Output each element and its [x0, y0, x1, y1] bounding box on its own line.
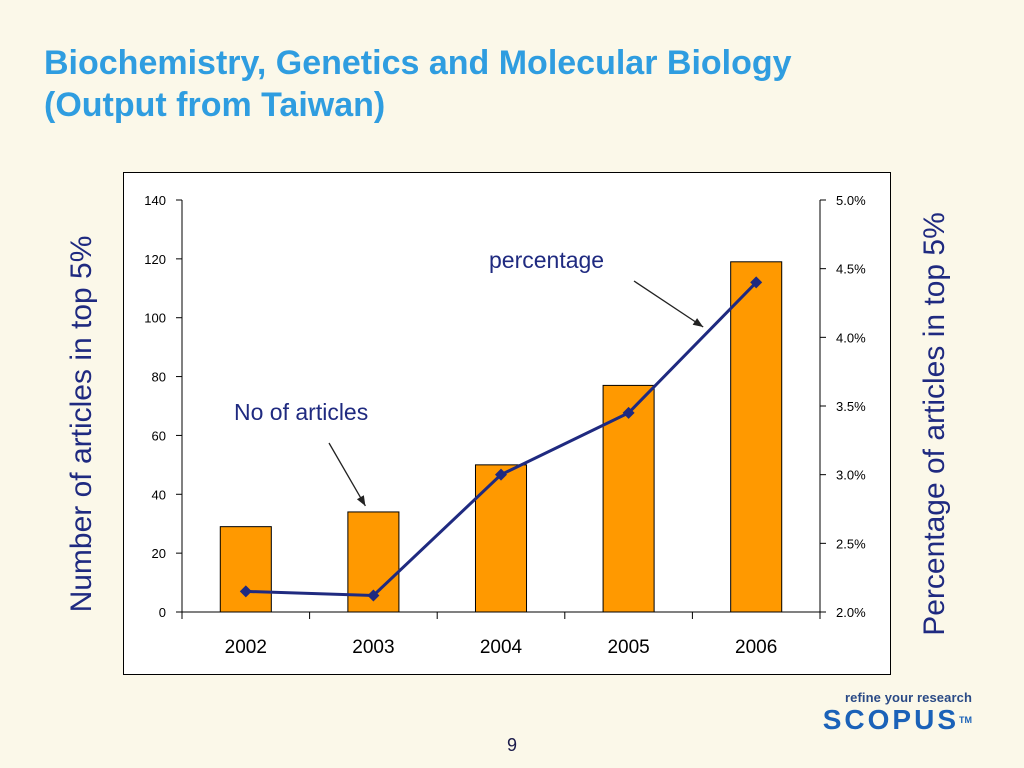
right-tick-label: 2.5%	[836, 536, 866, 551]
x-tick-label: 2004	[480, 637, 523, 658]
annotation-percentage-arrow-shaft	[633, 280, 704, 328]
chart-container: 0 20 40 60 80 100 120 140 2.0% 2.5% 3.0% 3.5% 4.0% 4.…	[123, 172, 891, 675]
percentage-point-2002	[239, 585, 252, 598]
x-tick-label: 2006	[735, 637, 777, 658]
bar-2002	[219, 526, 272, 613]
annotation-no-of-articles: No of articles	[234, 399, 368, 425]
brand-tagline: refine your research	[844, 690, 972, 705]
slide-title-line1: Biochemistry, Genetics and Molecular Bio…	[44, 44, 792, 82]
left-tick-label: 40	[152, 487, 166, 502]
right-tick-label: 5.0%	[836, 193, 866, 208]
brand-name: SCOPUSTM	[823, 705, 972, 735]
bar-2005	[602, 384, 655, 613]
percentage-point-2004	[495, 468, 507, 481]
slide-title: Biochemistry, Genetics and Molecular Bio…	[44, 42, 944, 126]
left-tick-label: 0	[159, 605, 166, 620]
x-tick-label: 2002	[225, 637, 267, 658]
left-tick-label: 20	[152, 546, 166, 561]
annotation-no-of-articles-arrow-shaft	[328, 442, 366, 507]
right-axis-label: Percentage of articles in top 5%	[918, 212, 951, 636]
left-tick-label: 80	[152, 370, 166, 385]
left-tick-label: 120	[144, 252, 166, 267]
left-tick-label: 140	[144, 193, 166, 208]
scopus-logo: refine your research SCOPUSTM	[823, 690, 972, 735]
page-number: 9	[506, 735, 517, 755]
right-tick-label: 4.5%	[836, 262, 866, 277]
brand-trademark: TM	[959, 715, 972, 725]
annotation-percentage: percentage	[489, 247, 604, 273]
percentage-point-2006	[750, 276, 763, 289]
annotation-no-of-articles-arrow-head	[356, 495, 366, 506]
left-axis-label: Number of articles in top 5%	[65, 235, 98, 613]
bar-2006	[730, 261, 783, 613]
right-tick-label: 4.0%	[836, 330, 866, 345]
left-tick-label: 60	[152, 428, 166, 443]
x-tick-label: 2003	[352, 637, 394, 658]
right-tick-label: 3.5%	[836, 399, 866, 414]
annotation-percentage-arrow-head	[692, 318, 704, 327]
percentage-point-2003	[367, 589, 380, 602]
percentage-point-2005	[622, 406, 635, 419]
right-tick-label: 2.0%	[836, 605, 866, 620]
slide-title-line2: (Output from Taiwan)	[44, 86, 386, 124]
right-tick-label: 3.0%	[836, 468, 866, 483]
bar-2004	[474, 464, 528, 613]
combo-chart: 0 20 40 60 80 100 120 140 2.0% 2.5% 3.0% 3.5% 4.0% 4.…	[144, 193, 866, 658]
brand-name-text: SCOPUS	[822, 704, 959, 735]
x-tick-label: 2005	[607, 637, 649, 658]
left-tick-label: 100	[144, 311, 166, 326]
